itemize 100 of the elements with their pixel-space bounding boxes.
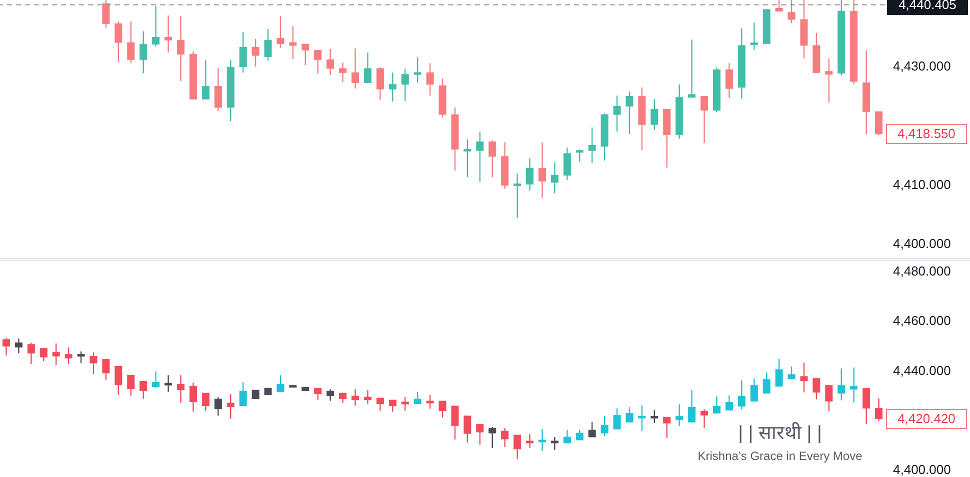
candlestick <box>189 382 197 412</box>
candlestick <box>501 427 509 448</box>
candlestick <box>114 366 122 396</box>
y-tick-label: 4,460.000 <box>893 313 951 328</box>
candlestick <box>538 428 546 452</box>
candlestick <box>388 399 396 412</box>
candlestick <box>676 404 684 427</box>
candlestick <box>90 352 98 375</box>
candlestick <box>289 25 297 60</box>
candlestick <box>314 388 322 400</box>
candlestick <box>376 397 384 412</box>
candlestick <box>663 416 671 439</box>
candlestick <box>762 372 770 394</box>
candlestick <box>451 405 459 440</box>
candlestick <box>688 38 696 98</box>
candlestick <box>264 28 272 62</box>
candlestick <box>140 30 148 74</box>
ref-line-label: 4,440.405 <box>887 0 968 15</box>
candlestick <box>239 31 247 74</box>
candlestick <box>64 346 72 365</box>
text: 4,418.550 <box>886 124 967 144</box>
candlestick <box>875 110 883 136</box>
candlestick <box>538 142 546 198</box>
annotation: Krishna’s Grace in Every Move <box>696 449 864 463</box>
candlestick <box>488 426 496 449</box>
candlestick <box>127 374 135 396</box>
candlestick <box>775 0 783 12</box>
candlestick <box>326 48 334 76</box>
candlestick <box>526 433 534 449</box>
candlestick <box>152 370 160 388</box>
candlestick <box>127 20 135 64</box>
candlestick <box>102 0 110 28</box>
candlestick <box>426 394 434 410</box>
candlestick <box>464 415 472 444</box>
candlestick <box>750 22 758 51</box>
candlestick <box>314 50 322 74</box>
candlestick <box>825 384 833 412</box>
candlestick <box>514 434 522 460</box>
candlestick <box>164 374 172 392</box>
candlestick <box>488 140 496 178</box>
annotation: | | सारथी | | <box>737 421 823 445</box>
candlestick <box>626 406 634 423</box>
candlestick <box>2 337 10 356</box>
candlestick <box>476 424 484 446</box>
candlestick <box>102 358 110 381</box>
candlestick <box>252 38 260 68</box>
candlestick <box>850 366 858 403</box>
candlestick <box>401 396 409 412</box>
candlestick <box>576 148 584 162</box>
candlestick <box>550 162 558 194</box>
candlestick <box>401 68 409 102</box>
candlestick <box>177 374 184 404</box>
y-tick-label: 4,410.000 <box>893 176 951 192</box>
candlestick <box>613 408 621 430</box>
candlestick <box>339 392 347 404</box>
candlestick <box>825 58 833 104</box>
candlestick <box>650 98 658 130</box>
candlestick <box>152 5 160 48</box>
candlestick <box>712 396 720 414</box>
candlestick <box>376 66 384 100</box>
candlestick <box>750 378 758 402</box>
candlestick <box>588 422 596 438</box>
candlestick <box>214 67 222 112</box>
candlestick <box>414 56 422 84</box>
candlestick <box>788 0 796 24</box>
candlestick <box>725 62 733 99</box>
candlestick <box>276 374 284 392</box>
candlestick <box>77 350 85 364</box>
candlestick <box>862 388 870 425</box>
candlestick <box>352 388 360 406</box>
candlestick <box>563 146 571 181</box>
candlestick <box>738 380 746 410</box>
candlestick <box>140 380 148 400</box>
text: 4,420.420 <box>886 408 967 429</box>
candlestick <box>563 429 571 444</box>
candlestick <box>364 390 372 404</box>
candlestick <box>613 95 621 132</box>
y-tick-label: 4,430.000 <box>893 58 951 74</box>
candlestick <box>838 368 846 401</box>
candlestick <box>514 172 522 218</box>
candlestick <box>526 158 534 192</box>
candlestick <box>276 15 284 48</box>
candlestick <box>14 338 22 354</box>
candlestick <box>600 416 608 437</box>
candlestick <box>326 388 334 402</box>
candlestick <box>464 138 472 178</box>
candlestick <box>352 48 360 90</box>
candlestick <box>164 14 172 54</box>
candlestick <box>588 126 596 164</box>
candlestick <box>239 382 247 406</box>
candlestick <box>177 15 184 82</box>
candlestick <box>114 20 122 63</box>
candlestick <box>438 400 446 418</box>
y-tick-label: 4,400.000 <box>893 462 951 477</box>
y-tick-label: 4,400.000 <box>893 236 951 251</box>
candlestick <box>364 52 372 84</box>
candlestick <box>700 408 708 429</box>
candlestick <box>414 391 422 404</box>
candlestick <box>688 390 696 423</box>
y-tick-label: 4,480.000 <box>893 264 951 279</box>
